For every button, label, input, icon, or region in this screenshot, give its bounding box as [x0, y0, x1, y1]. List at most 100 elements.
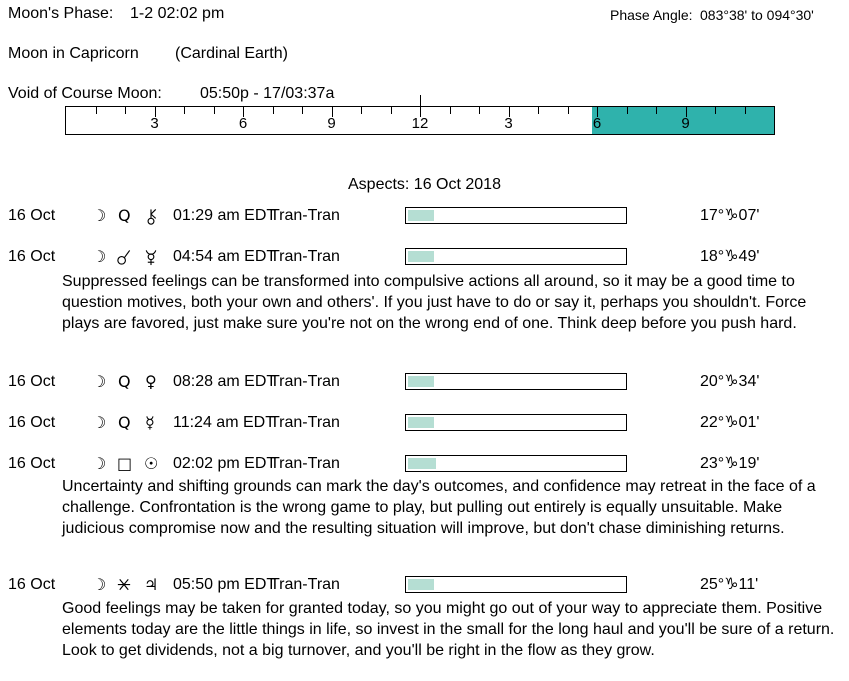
- mercury-icon: ☿: [145, 413, 155, 432]
- moon-sign-mode: (Cardinal Earth): [175, 45, 288, 62]
- noon-marker: [420, 95, 421, 107]
- sextile-icon: [116, 577, 132, 599]
- aspect-position: 25°♑11': [700, 576, 759, 593]
- aspect-date: 16 Oct: [8, 248, 56, 265]
- aspects-title: Aspects: 16 Oct 2018: [348, 176, 501, 193]
- aspect-date: 16 Oct: [8, 455, 56, 472]
- aspect-strength-bar: [405, 455, 627, 472]
- aspect-strength-bar: [405, 207, 627, 224]
- ruler-tick: [361, 107, 362, 114]
- moon-icon: ☽: [92, 413, 107, 432]
- aspect-type: Tran-Tran: [270, 414, 340, 431]
- ruler-tick: [449, 107, 451, 114]
- moon-icon: ☽: [92, 454, 107, 473]
- ruler-tick: [390, 107, 392, 114]
- square-aspect-icon: □: [117, 454, 133, 473]
- ruler-tick: [656, 107, 657, 114]
- voc-value: 05:50p - 17/03:37a: [200, 85, 335, 102]
- venus-icon: ♀: [145, 372, 157, 391]
- aspect-description: Uncertainty and shifting grounds can mar…: [62, 478, 816, 537]
- ruler-tick: [95, 107, 97, 114]
- ruler-hour-label: 3: [150, 115, 159, 132]
- ruler-tick: [597, 107, 598, 117]
- quintile-icon: Q: [118, 413, 131, 432]
- aspect-description: Suppressed feelings can be transformed i…: [62, 273, 807, 332]
- ruler-hour-label: 3: [504, 115, 513, 132]
- aspect-strength-fill: [408, 376, 434, 387]
- chiron-icon: [143, 208, 159, 230]
- voc-ruler: 3 6 9 12 3 6 9: [65, 95, 775, 135]
- aspect-type: Tran-Tran: [270, 207, 340, 224]
- aspect-strength-fill: [408, 210, 434, 221]
- ruler-tick: [479, 107, 480, 114]
- aspect-time: 05:50 pm EDT: [173, 576, 277, 593]
- aspect-row: 16 Oct ☽ 04:54 am EDT Tran-Tran 18°♑49': [8, 248, 841, 266]
- ruler-tick: [626, 107, 628, 114]
- aspect-strength-fill: [408, 251, 434, 262]
- ruler-tick: [154, 107, 156, 117]
- ruler-tick: [508, 107, 510, 117]
- aspect-strength-bar: [405, 576, 627, 593]
- ruler-tick: [184, 107, 185, 114]
- ruler-tick: [538, 107, 539, 114]
- aspect-date: 16 Oct: [8, 373, 56, 390]
- voc-label: Void of Course Moon:: [8, 85, 162, 102]
- aspect-position: 23°♑19': [700, 455, 760, 472]
- aspect-position: 17°♑07': [700, 207, 760, 224]
- aspect-time: 02:02 pm EDT: [173, 455, 277, 472]
- ruler-tick: [125, 107, 126, 114]
- moon-icon: ☽: [92, 372, 107, 391]
- ruler-tick: [744, 107, 746, 114]
- aspect-position: 20°♑34': [700, 373, 760, 390]
- moon-icon: ☽: [92, 247, 107, 266]
- ruler-hour-label: 9: [681, 115, 690, 132]
- aspect-strength-fill: [408, 579, 434, 590]
- ruler-hour-label: 9: [327, 115, 336, 132]
- aspect-strength-bar: [405, 414, 627, 431]
- aspect-type: Tran-Tran: [270, 248, 340, 265]
- aspect-row: 16 Oct ☽ Q ♀ 08:28 am EDT Tran-Tran 20°♑…: [8, 373, 841, 391]
- aspect-position: 22°♑01': [700, 414, 760, 431]
- aspect-time: 01:29 am EDT: [173, 207, 277, 224]
- phase-angle-value: 083°38' to 094°30': [700, 7, 814, 23]
- phase-angle-label: Phase Angle:: [610, 7, 693, 23]
- ruler-tick: [243, 107, 244, 117]
- moon-icon: ☽: [92, 206, 107, 225]
- aspect-date: 16 Oct: [8, 414, 56, 431]
- aspect-strength-bar: [405, 248, 627, 265]
- pluto-icon: [143, 249, 159, 271]
- ruler-tick: [302, 107, 303, 114]
- aspect-date: 16 Oct: [8, 576, 56, 593]
- aspect-strength-bar: [405, 373, 627, 390]
- aspect-position: 18°♑49': [700, 248, 760, 265]
- ruler-hour-label: 12: [411, 115, 429, 132]
- aspect-row: 16 Oct ☽ ♃ 05:50 pm EDT Tran-Tran 25°♑11…: [8, 576, 841, 594]
- aspect-type: Tran-Tran: [270, 373, 340, 390]
- aspect-type: Tran-Tran: [270, 455, 340, 472]
- aspect-strength-fill: [408, 458, 437, 469]
- quintile-icon: Q: [118, 206, 131, 225]
- moon-sign: Moon in Capricorn: [8, 45, 139, 62]
- aspect-date: 16 Oct: [8, 207, 56, 224]
- ruler-tick: [685, 107, 687, 117]
- ruler-tick: [420, 107, 421, 117]
- aspect-strength-fill: [408, 417, 434, 428]
- aspect-row: 16 Oct ☽ Q 01:29 am EDT Tran-Tran 17°♑07…: [8, 207, 841, 225]
- aspect-description: Good feelings may be taken for granted t…: [62, 600, 835, 659]
- ruler-tick: [272, 107, 274, 114]
- aspect-time: 08:28 am EDT: [173, 373, 277, 390]
- aspect-time: 04:54 am EDT: [173, 248, 277, 265]
- conjunction-icon: [116, 249, 132, 271]
- aspect-row: 16 Oct ☽ □ ☉ 02:02 pm EDT Tran-Tran 23°♑…: [8, 455, 841, 473]
- moon-icon: ☽: [92, 575, 107, 594]
- ruler-tick: [213, 107, 215, 114]
- moons-phase-label: Moon's Phase:: [8, 5, 114, 22]
- ruler-hour-label: 6: [592, 115, 602, 132]
- aspect-type: Tran-Tran: [270, 576, 340, 593]
- moons-phase-value: 1-2 02:02 pm: [130, 5, 225, 22]
- sun-icon: ☉: [144, 454, 159, 473]
- ruler-tick: [715, 107, 716, 114]
- aspect-time: 11:24 am EDT: [173, 414, 275, 431]
- ruler-hour-label: 6: [238, 115, 248, 132]
